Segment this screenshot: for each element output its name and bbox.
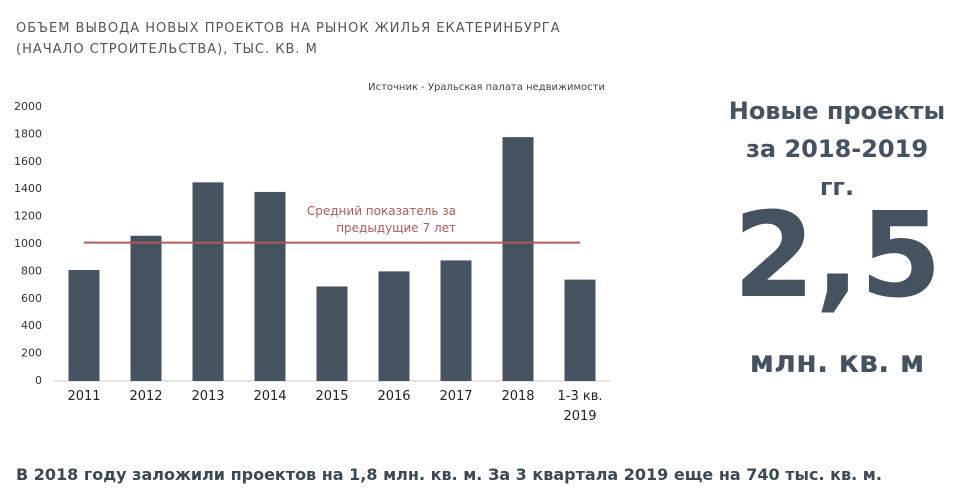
bar (68, 270, 100, 381)
x-tick-label: 1-3 кв. 2019 (557, 389, 603, 424)
y-tick-label: 1600 (14, 155, 42, 168)
reference-label: Средний показатель за предыдущие 7 лет (306, 203, 456, 235)
bar (130, 235, 162, 381)
bar (192, 182, 224, 381)
bar (316, 286, 348, 381)
x-tick-label: 2014 (253, 389, 287, 404)
callout-unit: млн. кв. м (749, 345, 925, 380)
y-tick-label: 1000 (14, 237, 42, 250)
x-tick-label: 2017 (439, 389, 473, 404)
callout-heading: Новые проекты за 2018-2019 гг. (728, 97, 946, 201)
footer: В 2018 году заложили проектов на 1,8 млн… (16, 465, 882, 484)
y-tick-label: 600 (21, 292, 42, 305)
bar (502, 137, 534, 381)
y-tick-label: 1400 (14, 182, 42, 195)
y-tick-label: 800 (21, 264, 42, 277)
y-tick-label: 400 (21, 319, 42, 332)
x-tick-label: 2018 (501, 389, 535, 404)
source: Источник - Уральская палата недвижимости (368, 82, 605, 93)
y-tick-label: 1800 (14, 127, 42, 140)
x-tick-label: 2012 (129, 389, 163, 404)
x-tick-label: 2016 (377, 389, 411, 404)
x-tick-label: 2015 (315, 389, 349, 404)
callout-value: 2,5 (732, 186, 943, 324)
bar (378, 271, 410, 381)
y-tick-label: 2000 (14, 100, 42, 113)
bar (564, 279, 596, 381)
y-tick-label: 0 (35, 374, 42, 387)
bar (254, 191, 286, 381)
x-tick-label: 2013 (191, 389, 225, 404)
x-tick-label: 2011 (67, 389, 101, 404)
bar (440, 260, 472, 381)
y-tick-label: 1200 (14, 210, 42, 223)
chart-title: ОБЪЕМ ВЫВОДА НОВЫХ ПРОЕКТОВ НА РЫНОК ЖИЛ… (16, 21, 561, 57)
y-tick-label: 200 (21, 347, 42, 360)
